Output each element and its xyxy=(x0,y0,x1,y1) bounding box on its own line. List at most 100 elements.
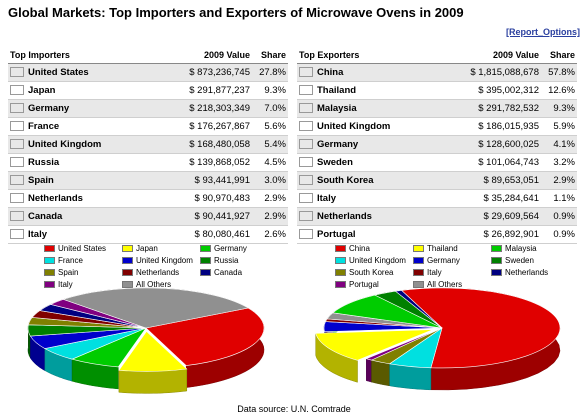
legend-label: Russia xyxy=(214,256,239,265)
flag-icon xyxy=(10,157,24,168)
country-name: Thailand xyxy=(317,85,357,96)
legend-item: Canada xyxy=(200,268,242,277)
exporters-header-share: Share xyxy=(541,49,577,64)
page-title: Global Markets: Top Importers and Export… xyxy=(8,5,464,20)
country-name: Canada xyxy=(28,211,63,222)
legend-label: South Korea xyxy=(349,268,394,277)
value-cell: $ 291,782,532 xyxy=(437,99,541,118)
flag-icon xyxy=(299,85,313,96)
country-name: Portugal xyxy=(317,229,356,240)
legend-swatch xyxy=(122,245,133,253)
value-cell: $ 291,877,237 xyxy=(148,81,252,100)
value-cell: $ 35,284,641 xyxy=(437,189,541,208)
legend-label: United Kingdom xyxy=(349,256,406,265)
legend-swatch xyxy=(200,269,211,277)
legend-label: All Others xyxy=(136,280,172,289)
legend-item: Malaysia xyxy=(491,244,537,253)
flag-icon xyxy=(10,139,24,150)
legend-item: Germany xyxy=(413,256,460,265)
legend-label: All Others xyxy=(427,280,463,289)
country-name: France xyxy=(28,121,60,132)
value-cell: $ 395,002,312 xyxy=(437,81,541,100)
legend-swatch xyxy=(335,257,346,265)
share-cell: 57.8% xyxy=(541,63,577,82)
legend-item: All Others xyxy=(122,280,171,289)
legend-label: Germany xyxy=(214,244,247,253)
table-row: United Kingdom $ 168,480,058 5.4% xyxy=(8,135,288,154)
flag-icon xyxy=(299,103,313,114)
importers-header-value: 2009 Value xyxy=(148,49,252,64)
table-row: China $ 1,815,088,678 57.8% xyxy=(297,63,577,82)
table-row: Malaysia $ 291,782,532 9.3% xyxy=(297,99,577,118)
share-cell: 4.1% xyxy=(541,135,577,154)
pie-slice-side xyxy=(118,368,188,394)
legend-swatch xyxy=(200,257,211,265)
legend-label: Italy xyxy=(58,280,73,289)
country-name: Germany xyxy=(28,103,70,114)
flag-icon xyxy=(299,139,313,150)
legend-swatch xyxy=(491,269,502,277)
value-cell: $ 873,236,745 xyxy=(148,63,252,82)
pie-slice xyxy=(394,290,443,329)
flag-icon xyxy=(299,67,313,78)
table-row: Japan $ 291,877,237 9.3% xyxy=(8,81,288,100)
value-cell: $ 93,441,991 xyxy=(148,171,252,190)
legend-label: Thailand xyxy=(427,244,458,253)
share-cell: 4.5% xyxy=(252,153,288,172)
pie-slice xyxy=(365,327,443,361)
flag-icon xyxy=(299,175,313,186)
legend-swatch xyxy=(413,257,424,265)
share-cell: 7.0% xyxy=(252,99,288,118)
country-name: South Korea xyxy=(317,175,374,186)
legend-swatch xyxy=(335,281,346,289)
share-cell: 27.8% xyxy=(252,63,288,82)
table-row: Netherlands $ 90,970,483 2.9% xyxy=(8,189,288,208)
legend-item: Russia xyxy=(200,256,238,265)
country-name: China xyxy=(317,67,344,78)
country-name: Netherlands xyxy=(28,193,83,204)
legend-swatch xyxy=(413,245,424,253)
legend-label: Canada xyxy=(214,268,243,277)
legend-swatch xyxy=(122,257,133,265)
importers-header-share: Share xyxy=(252,49,288,64)
value-cell: $ 29,609,564 xyxy=(437,207,541,226)
legend-label: Japan xyxy=(136,244,158,253)
flag-icon xyxy=(10,193,24,204)
legend-label: Germany xyxy=(427,256,460,265)
pie-slice-side xyxy=(371,359,390,387)
share-cell: 2.9% xyxy=(252,207,288,226)
pie-slice xyxy=(315,329,434,361)
legend-swatch xyxy=(44,257,55,265)
value-cell: $ 80,080,461 xyxy=(148,225,252,244)
flag-icon xyxy=(299,157,313,168)
report-options-link[interactable]: [Report_Options] xyxy=(506,27,580,37)
flag-icon xyxy=(10,67,24,78)
legend-label: China xyxy=(349,244,370,253)
country-name: Russia xyxy=(28,157,60,168)
flag-icon xyxy=(10,229,24,240)
flag-icon xyxy=(299,211,313,222)
table-row: United States $ 873,236,745 27.8% xyxy=(8,63,288,82)
legend-item: Italy xyxy=(44,280,73,289)
legend-swatch xyxy=(491,257,502,265)
legend-item: Netherlands xyxy=(491,268,548,277)
legend-item: France xyxy=(44,256,83,265)
legend-swatch xyxy=(44,245,55,253)
country-name: Italy xyxy=(317,193,337,204)
value-cell: $ 101,064,743 xyxy=(437,153,541,172)
exporters-table: Top Exporters 2009 Value Share China $ 1,… xyxy=(297,49,577,244)
legend-item: United Kingdom xyxy=(335,256,406,265)
table-row: Spain $ 93,441,991 3.0% xyxy=(8,171,288,190)
legend-swatch xyxy=(335,269,346,277)
share-cell: 2.9% xyxy=(252,189,288,208)
country-name: Japan xyxy=(28,85,56,96)
legend-label: Netherlands xyxy=(136,268,180,277)
legend-swatch xyxy=(44,269,55,277)
value-cell: $ 90,970,483 xyxy=(148,189,252,208)
legend-swatch xyxy=(413,269,424,277)
legend-swatch xyxy=(335,245,346,253)
share-cell: 5.9% xyxy=(541,117,577,136)
flag-icon xyxy=(299,193,313,204)
legend-item: Germany xyxy=(200,244,247,253)
flag-icon xyxy=(10,211,24,222)
